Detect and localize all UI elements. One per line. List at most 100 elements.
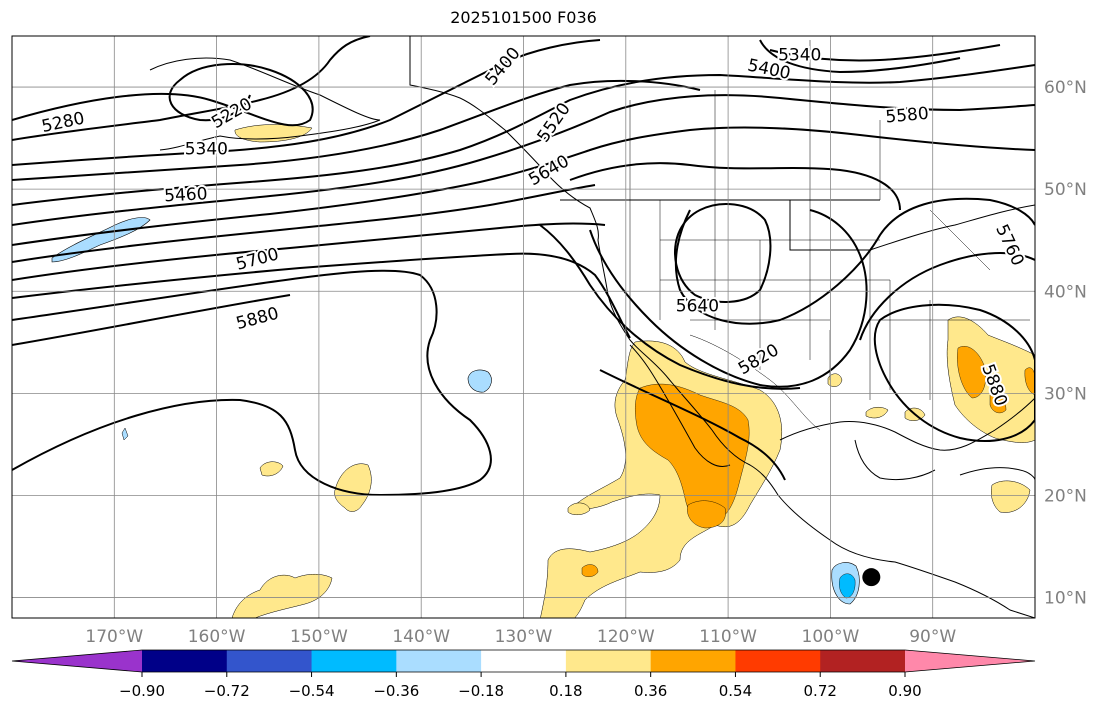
negative-anomaly-area [839,573,856,599]
latitude-tick-label: 30°N [1044,384,1087,404]
positive-anomaly-area [1024,367,1035,396]
longitude-tick-label: 100°W [802,627,860,647]
map-title: 2025101500 F036 [450,8,597,27]
colorbar-tick-label: −0.36 [373,682,419,700]
colorbar-tick-label: 0.18 [549,682,582,700]
colorbar-segment [396,650,482,672]
contour-line [12,39,601,166]
contour-line [674,197,1035,325]
positive-anomaly-area [231,574,333,618]
contour-label: 5880 [234,304,281,335]
negative-anomaly-area [51,217,151,263]
positive-anomaly-area [991,480,1031,513]
coastline [854,439,936,481]
contour-line [12,269,492,497]
coastline [959,467,1035,481]
colorbar-tick-label: 0.36 [634,682,667,700]
contour-line [859,252,1035,341]
positive-anomaly-area [567,502,591,515]
positive-anomaly-area [687,500,726,529]
latitude-tick-label: 40°N [1044,282,1087,302]
latitude-tick-label: 10°N [1044,589,1087,609]
positive-anomaly-area [581,564,599,577]
colorbar-tick-label: −0.18 [458,682,504,700]
colorbar-segment [650,650,736,672]
positive-anomaly-area [989,393,1007,414]
contour-label: 5280 [40,109,86,138]
contour-label: 5520 [534,99,575,146]
contour-line [12,294,291,346]
colorbar-segment [481,650,567,672]
colorbar-segment [12,650,142,672]
contour-line [599,369,786,481]
longitude-tick-label: 120°W [597,627,655,647]
contour-line [12,184,596,263]
longitude-tick-label: 90°W [909,627,956,647]
longitude-tick-label: 110°W [699,627,757,647]
longitude-tick-label: 170°W [85,627,143,647]
map-border [11,35,1036,619]
colorbar-segment [735,650,821,672]
coastlines [149,36,1035,618]
contour-label: 5400 [481,44,524,90]
contour-line [12,79,701,181]
colorbar-segment [226,650,313,672]
contour-line [589,209,868,388]
positive-anomaly-area [865,407,889,419]
contour-line [12,222,606,281]
longitude-tick-labels: 170°W 160°W 150°W 140°W 130°W 120°W 110°W 100°W… [85,627,956,647]
contour-label: 5760 [991,221,1027,269]
latitude-tick-label: 20°N [1044,486,1087,506]
colorbar-tick-label: −0.54 [289,682,335,700]
colorbar-tick-label: −0.72 [204,682,250,700]
contour-labels: 5280534054605700588054005520564056405820… [38,42,1030,411]
map-gridlines [12,36,1035,618]
boundary-line [929,209,991,271]
latitude-tick-labels: 10°N 20°N 30°N 40°N 50°N 60°N [1044,78,1087,609]
boundary-line [689,334,821,431]
contour-line [769,44,1001,62]
colorbar-segment [142,650,228,672]
longitude-tick-label: 160°W [188,627,246,647]
storm-location-marker [862,568,881,587]
contour-label: 5820 [735,340,782,379]
contour-line [12,94,1035,226]
contour-label: 5580 [885,104,930,128]
contour-label: 5460 [164,184,208,206]
colorbar-tick-label: 0.54 [719,682,752,700]
longitude-tick-label: 140°W [392,627,450,647]
contour-label: 5640 [676,297,719,317]
contour-line [12,126,1035,246]
positive-anomaly-area [334,463,372,512]
coastline [779,397,1035,451]
latitude-tick-label: 50°N [1044,180,1087,200]
negative-anomaly-area [467,369,492,393]
height-contours [12,36,1035,497]
latitude-tick-label: 60°N [1044,78,1087,98]
coastline [660,199,1035,251]
contour-line [873,303,1035,442]
colorbar-tick-label: −0.90 [119,682,165,700]
colorbar-segment [311,650,397,672]
colorbar-tick-labels: −0.90 −0.72 −0.54 −0.36 −0.18 0.18 0.36 0.54 0.7… [119,672,922,700]
colorbar-tick-label: 0.90 [888,682,921,700]
positive-anomaly-area [259,461,284,477]
coastline [149,57,381,151]
coastline [629,344,731,467]
contour-line [759,39,961,74]
colorbar-segment [565,650,652,672]
contour-label: 5340 [778,45,821,65]
positive-anomaly-area [540,340,783,618]
contour-line [12,64,1035,206]
contour-line [569,162,901,211]
contour-label: 5340 [185,139,228,159]
colorbar [11,649,1036,673]
positive-anomaly-area [957,346,986,399]
contour-line [12,252,631,339]
colorbar-tick-label: 0.72 [804,682,837,700]
contour-line [12,63,314,127]
colorbar-segment [820,650,906,672]
contour-line [674,203,772,303]
negative-anomaly-area [121,427,129,441]
